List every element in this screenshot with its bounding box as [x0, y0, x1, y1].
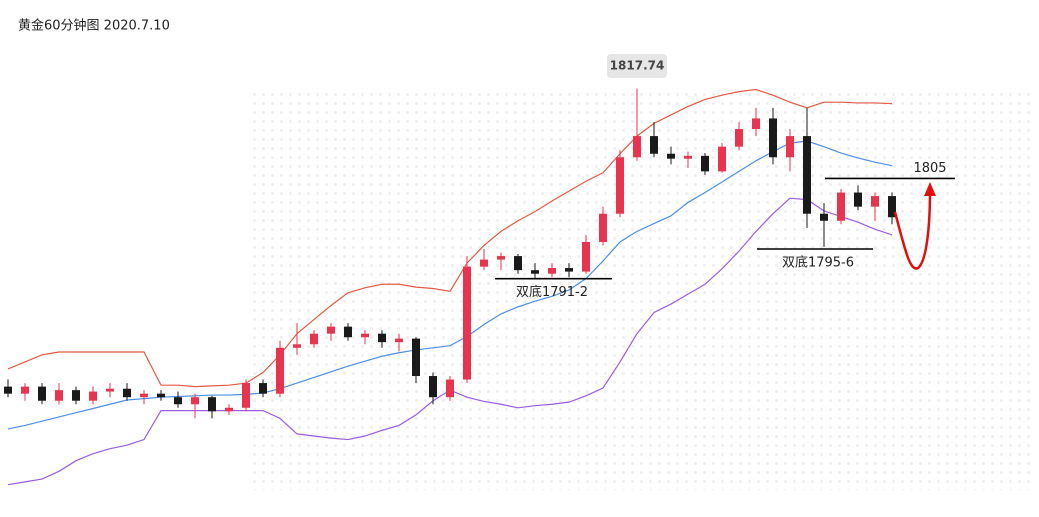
band-line — [7, 140, 893, 430]
candle-body — [429, 376, 437, 398]
candle-body — [259, 383, 267, 394]
level-label: 双底1791-2 — [516, 284, 588, 300]
band-line — [7, 88, 893, 388]
candle-body — [327, 326, 335, 334]
candle-body — [514, 256, 522, 271]
candle-body — [752, 118, 760, 130]
candle-body — [242, 383, 250, 408]
candle-body — [446, 379, 454, 398]
candle-body — [276, 347, 284, 394]
candle-body — [803, 136, 811, 214]
candle-body — [378, 333, 386, 343]
candle-body — [718, 146, 726, 172]
candle-body — [123, 388, 131, 398]
candle-body — [412, 338, 420, 377]
level-label: 双底1795-6 — [782, 255, 854, 271]
candle-body — [395, 338, 403, 343]
candle-body — [497, 256, 505, 260]
candle-body — [191, 397, 199, 405]
candle-body — [480, 259, 488, 267]
candle-body — [735, 129, 743, 147]
candle-body — [650, 136, 658, 154]
candle-body — [344, 326, 352, 338]
candle-body — [310, 333, 318, 345]
candle-body — [21, 386, 29, 394]
candle-body — [208, 397, 216, 412]
band-line — [7, 197, 893, 486]
peak-label-box — [607, 54, 667, 78]
candle-body — [888, 196, 896, 218]
candle-body — [684, 155, 692, 159]
candle-body — [140, 393, 148, 398]
candle-body — [225, 407, 233, 412]
candle-body — [599, 213, 607, 242]
candle-body — [769, 118, 777, 158]
forecast-arrow — [893, 189, 932, 270]
candle-body — [871, 196, 879, 207]
candle-body — [820, 213, 828, 221]
peak-label: 1817.74 — [610, 59, 665, 73]
candle-body — [89, 391, 97, 401]
arrow-head — [924, 182, 936, 196]
candle-body — [582, 241, 590, 272]
candle-body — [38, 386, 46, 401]
chart-title: 黄金60分钟图 2020.7.10 — [18, 18, 170, 34]
candle-body — [157, 393, 165, 398]
candle-body — [854, 192, 862, 207]
candle-body — [633, 136, 641, 158]
candle-body — [837, 192, 845, 221]
candle-body — [565, 268, 573, 272]
candle-body — [701, 155, 709, 172]
candle-body — [548, 268, 556, 274]
candle-body — [616, 157, 624, 214]
candle-body — [786, 136, 794, 158]
level-label: 1805 — [913, 161, 946, 176]
candle-body — [4, 386, 12, 394]
candle-body — [463, 266, 471, 380]
candle-body — [293, 344, 301, 348]
candle-body — [531, 270, 539, 274]
candle-body — [106, 388, 114, 392]
candle-body — [361, 333, 369, 338]
candle-body — [174, 397, 182, 405]
candle-body — [55, 390, 63, 401]
candle-body — [72, 390, 80, 401]
candle-body — [667, 153, 675, 159]
